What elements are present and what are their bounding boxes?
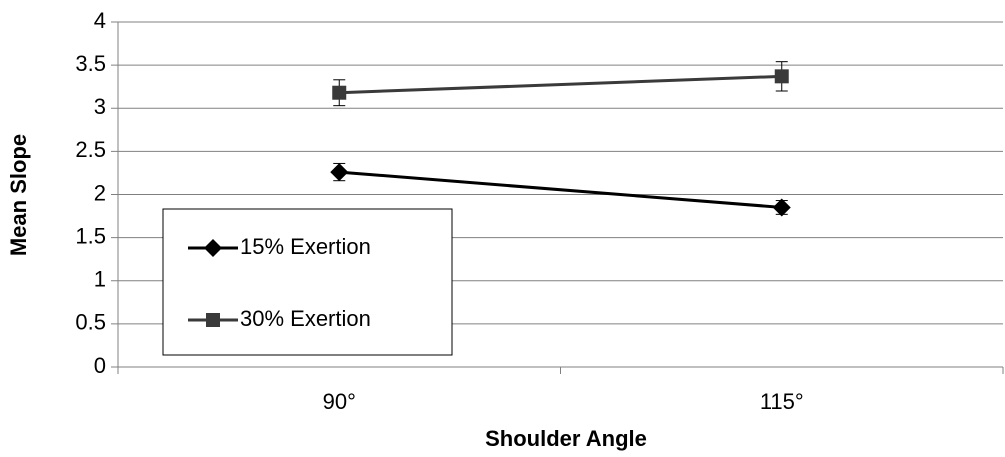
y-tick-label: 2.5 — [75, 137, 106, 162]
y-axis-title: Mean Slope — [6, 134, 31, 256]
x-axis-title: Shoulder Angle — [485, 426, 647, 451]
y-tick-label: 2 — [94, 180, 106, 205]
data-point — [772, 198, 791, 217]
y-tick-label: 3 — [94, 94, 106, 119]
legend-box — [162, 208, 453, 356]
series-line — [339, 74, 782, 95]
y-tick-label: 3.5 — [75, 51, 106, 76]
x-tick-label: 90° — [323, 389, 356, 414]
series-line — [339, 170, 782, 209]
y-tick-label: 0 — [94, 353, 106, 378]
y-tick-label: 4 — [94, 8, 106, 33]
data-point — [330, 163, 349, 182]
legend: 15% Exertion 30% Exertion — [162, 208, 453, 356]
data-point — [774, 69, 789, 84]
legend-label: 15% Exertion — [240, 234, 371, 259]
x-tick-label: 115° — [760, 389, 804, 414]
legend-label: 30% Exertion — [240, 306, 371, 331]
data-point — [332, 85, 347, 100]
y-tick-label: 0.5 — [75, 310, 106, 335]
y-tick-label: 1 — [94, 267, 106, 292]
y-tick-label: 1.5 — [75, 223, 106, 248]
legend-marker — [206, 313, 220, 327]
legend-marker — [204, 239, 222, 257]
